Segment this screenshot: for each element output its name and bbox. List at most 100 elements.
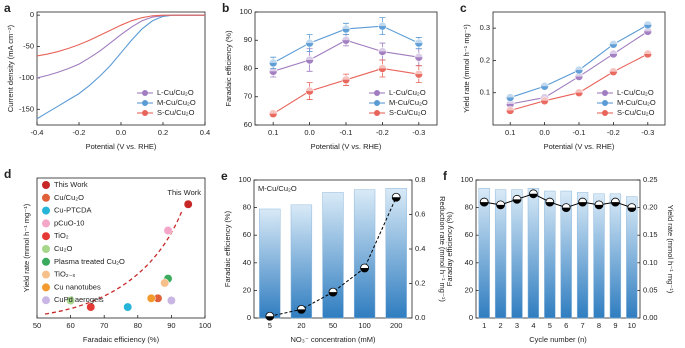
series-line (484, 193, 632, 209)
x-tick-label: -0.2 (376, 128, 389, 137)
marker-half (342, 36, 350, 41)
y2-tick-label: 0.10 (643, 258, 658, 267)
legend-label: S-Cu/Cu₂O (389, 108, 427, 117)
x-tick-label: -0.1 (573, 128, 586, 137)
legend-label: Cu nanotubes (54, 282, 101, 291)
legend-marker (42, 245, 50, 253)
marker-half (575, 66, 583, 71)
marker-half (506, 93, 515, 98)
annotation: M-Cu/Cu₂O (258, 184, 297, 193)
panel-label: b (222, 1, 229, 15)
y2-tick-label: 0.2 (415, 278, 425, 287)
panel-label: a (4, 1, 11, 15)
bar (511, 189, 523, 319)
marker-half (496, 204, 505, 209)
marker-half (480, 202, 489, 207)
bar (544, 190, 556, 319)
x-tick-label: 10 (628, 321, 636, 330)
marker-half (342, 24, 350, 29)
marker-half (643, 49, 652, 54)
x-tick-label: 50 (329, 321, 337, 330)
x-tick-label: 7 (581, 321, 585, 330)
x-tick-label: 5 (268, 321, 272, 330)
legend-marker (142, 110, 148, 116)
x-tick-label: 100 (358, 321, 371, 330)
marker-half (269, 58, 278, 63)
y-tick-label: 100 (460, 175, 473, 184)
y-tick-label: 100 (238, 175, 251, 184)
marker-half (643, 20, 652, 25)
marker-half (342, 75, 350, 80)
y2-tick-label: 0.0 (415, 313, 425, 322)
series-line (269, 197, 397, 317)
marker-half (265, 316, 274, 321)
legend-label: TiO₂₋ₓ (54, 270, 76, 279)
trend-arrow (44, 210, 183, 315)
y-axis-label: Current density (mA cm⁻²) (6, 24, 15, 112)
x-tick-label: 5 (548, 321, 552, 330)
marker-half (540, 93, 549, 98)
x-tick-label: 0.4 (200, 128, 210, 137)
scatter-point (166, 296, 176, 305)
legend-marker (602, 100, 608, 106)
scatter-point (86, 302, 96, 312)
x-tick-label: 2 (499, 321, 503, 330)
bar (560, 190, 572, 319)
marker-half (609, 67, 618, 72)
legend-label: S-Cu/Cu₂O (157, 108, 195, 117)
y-axis-label: Yield rate (mmol h⁻¹ mg⁻¹) (462, 24, 471, 113)
marker-half (269, 109, 278, 114)
series-line (36, 14, 205, 79)
marker-half (540, 96, 549, 101)
y-tick-label: 80 (243, 203, 251, 212)
marker-half (578, 202, 587, 207)
x-axis-label: Faradaic efficiency (%) (83, 335, 160, 344)
y-tick-label: 70 (244, 92, 252, 101)
legend-label: M-Cu/Cu₂O (617, 98, 656, 107)
x-tick-label: 0.1 (268, 128, 278, 137)
marker-half (627, 207, 636, 212)
x-axis-label: Potential (V vs. RHE) (544, 142, 615, 151)
x-tick-label: 3 (515, 321, 519, 330)
legend-marker (42, 206, 50, 215)
legend-label: Cu/Cu₂O (54, 193, 84, 202)
x-tick-label: 50 (33, 321, 41, 330)
x-tick-label: -0.3 (641, 128, 654, 137)
legend-marker (602, 110, 608, 116)
bar (576, 192, 589, 319)
legend-label: pCuO-10 (54, 218, 84, 227)
y-tick-label: -50 (23, 42, 34, 51)
y-tick-label: 0 (469, 313, 473, 322)
y-tick-label: 0.3 (480, 23, 490, 32)
y-tick-label: 20 (465, 285, 473, 294)
marker-half (329, 292, 337, 297)
marker-half (378, 64, 387, 69)
marker-half (513, 199, 521, 204)
scatter-point (183, 199, 193, 209)
x-tick-label: 100 (199, 321, 212, 330)
series-line (510, 24, 649, 99)
marker-half (414, 39, 423, 44)
marker-half (609, 40, 618, 45)
x-tick-label: -0.2 (73, 128, 86, 137)
y-tick-label: -100 (19, 73, 34, 82)
marker-half (540, 82, 549, 87)
bar (290, 204, 313, 319)
x-tick-label: 0.2 (158, 128, 168, 137)
x-tick-label: -0.4 (31, 128, 44, 137)
marker-half (529, 193, 538, 198)
panel-label: c (460, 1, 467, 15)
marker-half (575, 88, 583, 93)
legend-label: Cu-PTCDA (54, 206, 92, 215)
legend-marker (42, 232, 50, 241)
panel-label: e (221, 169, 228, 183)
legend-marker (42, 296, 50, 305)
legend-label: CuPd aerogels (54, 295, 104, 304)
bar (494, 189, 507, 319)
legend-label: This Work (54, 180, 88, 189)
x-tick-label: 9 (613, 321, 617, 330)
marker-half (305, 56, 314, 61)
legend-marker (42, 270, 50, 279)
bar (527, 188, 540, 319)
legend-label: L-Cu/Cu₂O (617, 88, 654, 97)
